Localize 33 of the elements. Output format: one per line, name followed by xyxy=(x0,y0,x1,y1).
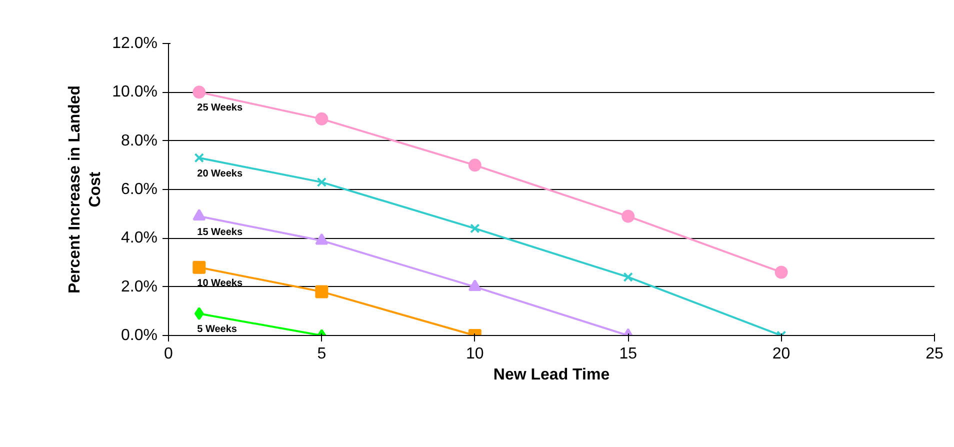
point xyxy=(316,177,327,188)
point xyxy=(192,260,206,274)
y-tick-label: 2.0% xyxy=(121,278,158,296)
y-tick-label: 10.0% xyxy=(112,84,158,101)
point xyxy=(194,152,204,163)
point xyxy=(315,233,328,245)
x-tick-label: 5 xyxy=(317,346,326,362)
y-tick-label: 8.0% xyxy=(121,132,158,150)
series-label: 15 Weeks xyxy=(197,226,243,238)
y-tick-label: 6.0% xyxy=(121,181,158,198)
y-tick-label: 12.0% xyxy=(112,35,158,52)
y-tick-label: 0.0% xyxy=(121,327,158,344)
x-axis-title: New Lead Time xyxy=(493,366,610,384)
point xyxy=(622,210,635,223)
x-tick-label: 25 xyxy=(926,346,944,362)
y-axis-title: Percent Increase in Landed Cost xyxy=(66,85,104,294)
series-label: 5 Weeks xyxy=(197,324,238,336)
point xyxy=(774,266,788,279)
x-tick-label: 20 xyxy=(772,346,790,362)
x-tick-label: 15 xyxy=(619,346,638,362)
series-label: 20 Weeks xyxy=(197,168,243,180)
point xyxy=(192,208,206,220)
y-tick-label: 4.0% xyxy=(121,230,158,247)
x-tick-label: 10 xyxy=(466,346,484,362)
series-label: 10 Weeks xyxy=(197,278,243,289)
point xyxy=(315,112,328,126)
point xyxy=(192,86,206,99)
point xyxy=(468,279,482,292)
x-tick-label: 0 xyxy=(164,346,174,362)
point xyxy=(470,224,480,234)
point xyxy=(468,158,482,172)
series-label: 25 Weeks xyxy=(197,102,243,114)
point xyxy=(623,272,633,282)
